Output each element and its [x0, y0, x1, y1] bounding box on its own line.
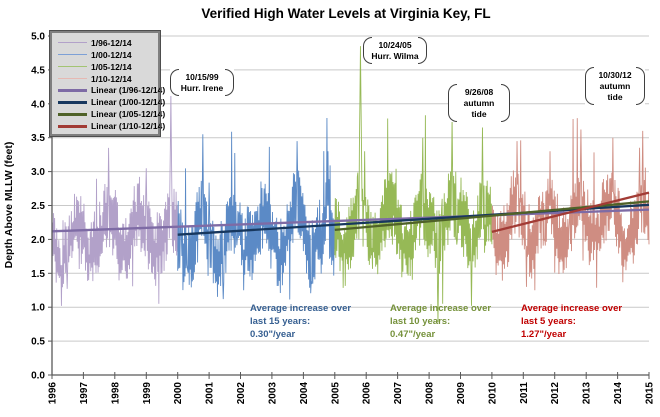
legend-item: Linear (1/10-12/14): [58, 120, 165, 132]
trendline-Linear (1/96-12/14): [51, 208, 650, 233]
y-tick-label: 0.5: [31, 337, 45, 348]
x-tick-label: 2009: [456, 382, 467, 405]
legend-item: 1/00-12/14: [58, 49, 154, 61]
callout-event: Hurr. Wilma: [371, 51, 419, 61]
event-callout: 9/26/08 autumn tide: [448, 84, 510, 122]
x-tick-label: 2001: [205, 382, 216, 405]
legend-line-sample: [58, 88, 87, 92]
legend-item: Linear (1/00-12/14): [58, 96, 165, 108]
x-tick-label: 2012: [550, 382, 561, 405]
callout-date: 10/30/12: [598, 70, 632, 80]
x-tick-label: 2007: [393, 382, 404, 405]
legend-line-sample: [58, 100, 87, 104]
legend-item: Linear (1/05-12/14): [58, 108, 165, 120]
x-tick-label: 1997: [79, 382, 90, 405]
y-tick-label: 1.0: [31, 303, 45, 314]
average-increase-note: Average increase over last 15 years: 0.30"…: [250, 302, 351, 341]
average-increase-note: Average increase over last 10 years: 0.47"…: [390, 302, 491, 341]
x-tick-label: 2000: [173, 382, 184, 405]
note-line: last 5 years:: [521, 316, 576, 327]
legend-item-label: 1/05-12/14: [91, 61, 132, 72]
legend-item-label: Linear (1/00-12/14): [91, 97, 166, 108]
x-tick-label: 2015: [645, 382, 656, 405]
y-axis-title: Depth Above MLLW (feet): [3, 141, 15, 269]
x-tick-label: 1996: [48, 382, 59, 405]
x-tick-label: 2004: [299, 382, 310, 405]
note-line: Average increase over: [521, 303, 623, 314]
x-tick-label: 2010: [487, 382, 498, 405]
callout-event: autumn tide: [463, 98, 495, 119]
note-line: Average increase over: [390, 303, 492, 314]
legend-item-label: Linear (1/05-12/14): [91, 109, 166, 120]
legend-item-label: 1/96-12/14: [91, 37, 132, 48]
callout-date: 10/15/99: [185, 72, 219, 82]
x-tick-label: 2006: [362, 382, 373, 405]
note-line: last 10 years:: [390, 316, 451, 327]
callout-event: Hurr. Irene: [180, 83, 224, 93]
chart-title: Verified High Water Levels at Virginia K…: [201, 6, 491, 21]
x-tick-label: 2002: [236, 382, 247, 405]
series-1/00-12/14: [177, 117, 336, 300]
legend-item-label: Linear (1/96-12/14): [91, 85, 166, 96]
y-tick-label: 3.5: [31, 133, 45, 144]
y-tick-label: 3.0: [31, 167, 45, 178]
y-tick-label: 0.0: [31, 371, 45, 382]
legend-item-label: Linear (1/10-12/14): [91, 121, 166, 132]
legend-line-sample: [58, 112, 87, 116]
y-tick-label: 2.5: [31, 201, 45, 212]
callout-date: 9/26/08: [464, 87, 494, 97]
callout-event: autumn tide: [599, 81, 631, 102]
y-tick-label: 2.0: [31, 235, 45, 246]
x-tick-label: 2013: [582, 382, 593, 405]
legend-item: Linear (1/96-12/14): [58, 85, 165, 97]
x-tick-label: 2005: [330, 382, 341, 405]
x-tick-label: 2011: [519, 382, 530, 404]
y-tick-label: 4.0: [31, 99, 45, 110]
y-tick-label: 5.0: [31, 32, 45, 43]
note-line: 0.30"/year: [250, 329, 296, 340]
y-tick-label: 1.5: [31, 269, 45, 280]
callout-date: 10/24/05: [378, 40, 412, 50]
legend-item: 1/96-12/14: [58, 37, 154, 49]
series-1/10-12/14: [491, 118, 650, 291]
trendline-Linear (1/10-12/14): [491, 191, 650, 234]
event-callout: 10/15/99 Hurr. Irene: [170, 69, 234, 96]
x-tick-label: 2014: [613, 382, 624, 405]
series-1/96-12/14: [51, 93, 179, 306]
event-callout: 10/30/12 autumn tide: [585, 67, 645, 105]
note-line: last 15 years:: [250, 316, 311, 327]
legend-line-sample: [58, 124, 87, 128]
x-tick-label: 2008: [425, 382, 436, 405]
x-tick-label: 1999: [142, 382, 153, 405]
legend-item: 1/10-12/14: [58, 73, 154, 85]
legend: 1/96-12/14 1/00-12/14 1/05-12/14 1/10-12/14…: [49, 30, 165, 137]
legend-item-label: 1/10-12/14: [91, 73, 132, 84]
legend-line-sample: [58, 54, 87, 56]
trendline-Linear (1/00-12/14): [177, 203, 650, 236]
legend-line-sample: [58, 78, 87, 80]
event-callout: 10/24/05 Hurr. Wilma: [363, 37, 427, 64]
note-line: 1.27"/year: [521, 329, 567, 340]
legend-line-sample: [58, 42, 87, 44]
average-increase-note: Average increase over last 5 years: 1.27"/…: [521, 302, 622, 341]
x-tick-label: 2003: [267, 382, 278, 405]
legend-item: 1/05-12/14: [58, 61, 154, 73]
series-1/05-12/14: [334, 46, 493, 323]
legend-item-label: 1/00-12/14: [91, 49, 132, 60]
y-tick-label: 4.5: [31, 65, 45, 76]
note-line: 0.47"/year: [390, 329, 436, 340]
x-tick-label: 1998: [110, 382, 121, 405]
note-line: Average increase over: [250, 303, 352, 314]
legend-line-sample: [58, 66, 87, 68]
